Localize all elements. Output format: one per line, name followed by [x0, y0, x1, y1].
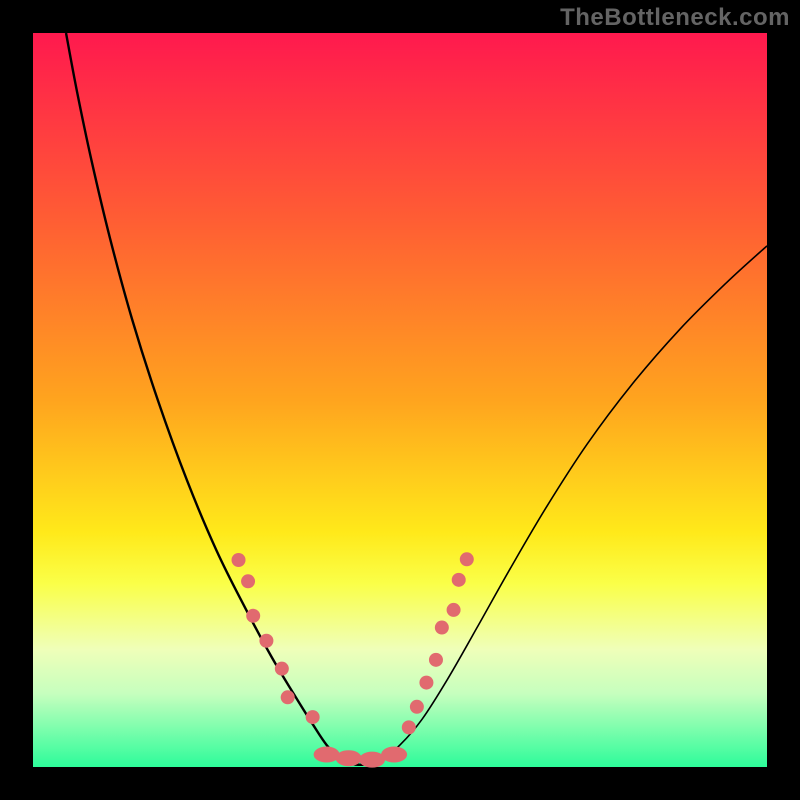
marker-dot — [232, 553, 246, 567]
marker-blob — [336, 750, 362, 766]
marker-dot — [419, 676, 433, 690]
curve-left — [66, 33, 365, 765]
chart-frame: TheBottleneck.com — [0, 0, 800, 800]
marker-dot — [402, 720, 416, 734]
marker-dot — [241, 574, 255, 588]
marker-dot — [275, 662, 289, 676]
marker-dot — [447, 603, 461, 617]
marker-dot — [246, 609, 260, 623]
marker-blob — [314, 747, 340, 763]
plot-area — [33, 33, 767, 767]
marker-dot — [429, 653, 443, 667]
chart-svg — [33, 33, 767, 767]
marker-blob — [381, 747, 407, 763]
marker-dot — [259, 634, 273, 648]
marker-group — [232, 552, 474, 767]
marker-dot — [460, 552, 474, 566]
watermark-text: TheBottleneck.com — [560, 4, 790, 32]
marker-dot — [452, 573, 466, 587]
marker-dot — [410, 700, 424, 714]
marker-dot — [281, 690, 295, 704]
marker-dot — [306, 710, 320, 724]
marker-dot — [435, 621, 449, 635]
